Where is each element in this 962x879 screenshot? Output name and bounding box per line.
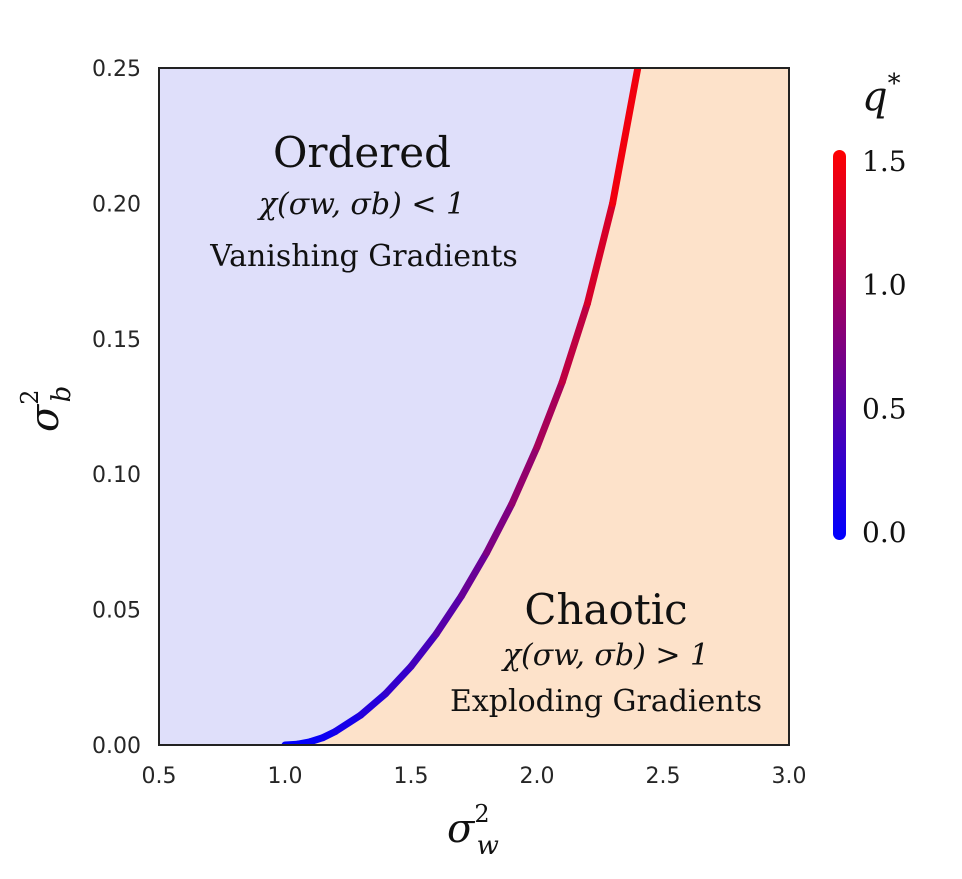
x-tick-label: 1.5 [394,764,429,789]
ordered-description: Vanishing Gradients [209,239,518,274]
y-tick-label: 0.10 [92,463,141,488]
x-tick-label: 1.0 [268,764,303,789]
chaotic-description: Exploding Gradients [450,684,762,719]
colorbar-gradient [833,150,846,540]
ordered-title: Ordered [273,128,451,177]
boundary-segment [558,300,591,386]
ordered-condition: χ(σw, σb) < 1 [257,187,465,222]
boundary-segment [407,630,440,670]
boundary-segment [483,500,516,557]
y-tick-label: 0.15 [92,328,141,353]
ordered-region [159,68,638,745]
colorbar-tick-label: 1.5 [862,145,907,178]
x-tick-label: 2.5 [646,764,681,789]
colorbar-tick-label: 0.5 [862,392,907,425]
chaotic-condition: χ(σw, σb) > 1 [501,638,709,673]
colorbar-label: q* [862,69,901,120]
boundary-segment [533,378,566,451]
x-tick-label: 3.0 [772,764,807,789]
x-axis-label: σ2 w [447,800,499,861]
y-axis-label: σ2 b [16,386,77,432]
ordered-annotation: Ordered χ(σw, σb) < 1 Vanishing Gradient… [209,128,518,274]
y-axis-ticks: 0.00 0.05 0.10 0.15 0.20 0.25 [92,57,141,759]
colorbar-ticks: 0.0 0.5 1.0 1.5 [862,145,907,549]
y-tick-label: 0.00 [92,734,141,759]
x-axis-ticks: 0.5 1.0 1.5 2.0 2.5 3.0 [142,764,807,789]
boundary-segment [508,443,541,508]
y-tick-label: 0.20 [92,192,141,217]
colorbar-tick-label: 1.0 [862,269,907,302]
boundary-segment [583,199,617,308]
boundary-segment [382,662,415,698]
colorbar-tick-label: 0.0 [862,516,907,549]
boundary-segment [432,592,465,638]
chaotic-annotation: Chaotic χ(σw, σb) > 1 Exploding Gradient… [450,585,762,719]
boundary-segment [331,711,365,735]
x-tick-label: 0.5 [142,764,177,789]
boundary-segment [609,68,642,207]
y-tick-label: 0.05 [92,599,141,624]
chaotic-title: Chaotic [524,585,687,634]
plot-frame [158,67,790,746]
boundary-segment [357,690,390,719]
x-tick-label: 2.0 [520,764,555,789]
boundary-segment [457,549,491,600]
y-tick-label: 0.25 [92,57,141,82]
colorbar: q* 0.0 0.5 1.0 1.5 [833,69,907,549]
